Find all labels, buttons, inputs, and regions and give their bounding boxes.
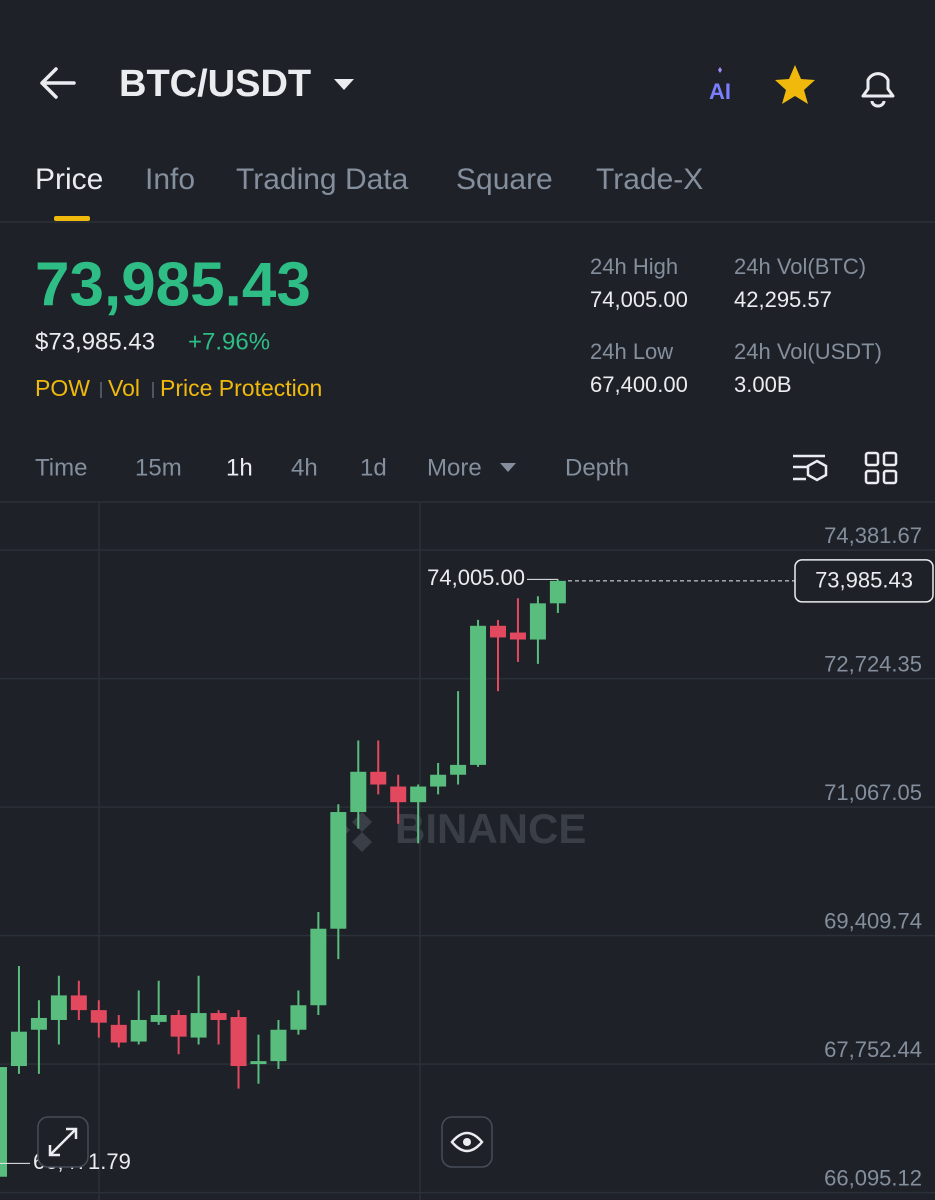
last-price-box bbox=[794, 559, 934, 603]
stat-value: 74,005.00 bbox=[590, 287, 688, 312]
candle-body bbox=[270, 1029, 287, 1062]
candle-body bbox=[150, 1015, 167, 1022]
tab[interactable]: Square bbox=[456, 163, 553, 196]
candle-body bbox=[430, 774, 447, 787]
timeframe[interactable]: 1h bbox=[226, 454, 253, 481]
layout-icon[interactable] bbox=[864, 451, 898, 485]
ai-sparkle bbox=[718, 67, 722, 73]
high-marker-label: 74,005.00 bbox=[427, 565, 525, 590]
chart-settings-icon[interactable] bbox=[793, 454, 828, 482]
stat-label: 24h Vol(BTC) bbox=[734, 254, 866, 279]
eye-icon bbox=[450, 1131, 484, 1153]
timeframe-row: Time 15m 1h 4h 1d More Depth bbox=[35, 454, 629, 481]
candle-body bbox=[130, 1019, 147, 1042]
candle-body bbox=[110, 1024, 127, 1043]
eye-pupil bbox=[463, 1138, 471, 1146]
tab[interactable]: Info bbox=[145, 163, 195, 196]
y-tick-label: 67,752.44 bbox=[824, 1037, 922, 1062]
alert-bell[interactable] bbox=[861, 72, 895, 108]
tab[interactable]: Trading Data bbox=[236, 163, 409, 196]
stat-value: 42,295.57 bbox=[734, 287, 832, 312]
candle-body bbox=[170, 1015, 187, 1037]
watermark: BINANCE bbox=[334, 805, 586, 852]
y-tick-label: 69,409.74 bbox=[824, 908, 922, 933]
timeframe[interactable]: Depth bbox=[565, 454, 629, 481]
price-change: +7.96% bbox=[188, 328, 270, 355]
back-button[interactable] bbox=[40, 67, 76, 99]
tab[interactable]: Trade-X bbox=[596, 163, 703, 196]
candle-body bbox=[90, 1010, 107, 1023]
candle-body bbox=[190, 1013, 207, 1038]
candle-body bbox=[30, 1017, 47, 1030]
candle-body bbox=[210, 1013, 227, 1020]
last-price-label: 73,985.43 bbox=[815, 568, 913, 593]
candle-body bbox=[350, 771, 367, 813]
candle-body bbox=[450, 764, 467, 775]
timeframe[interactable]: Time bbox=[35, 454, 87, 481]
tab[interactable]: Price bbox=[35, 163, 103, 196]
pair-title[interactable]: BTC/USDT bbox=[119, 63, 311, 105]
candle-body bbox=[10, 1031, 27, 1067]
timeframe[interactable]: More bbox=[427, 454, 482, 481]
y-tick-label: 74,381.67 bbox=[824, 523, 922, 548]
timeframe[interactable]: 15m bbox=[135, 454, 182, 481]
candle-body bbox=[0, 1067, 7, 1177]
watermark-text: BINANCE bbox=[395, 805, 586, 852]
tag-row: POW Vol Price Protection bbox=[35, 375, 322, 401]
fullscreen-icon bbox=[48, 1127, 78, 1157]
stat-label: 24h Vol(USDT) bbox=[734, 339, 882, 364]
candle-body bbox=[410, 786, 427, 803]
y-tick-label: 71,067.05 bbox=[824, 780, 922, 805]
ai-button[interactable]: AI bbox=[709, 79, 731, 104]
candle-body bbox=[470, 625, 487, 765]
last-price: 73,985.43 bbox=[35, 250, 311, 319]
stat-label: 24h High bbox=[590, 254, 678, 279]
candle-body bbox=[250, 1061, 267, 1065]
favorite-star[interactable] bbox=[775, 65, 815, 104]
tag[interactable]: Vol bbox=[108, 375, 140, 401]
tag[interactable]: Price Protection bbox=[160, 375, 322, 401]
candle-body bbox=[310, 928, 327, 1006]
candle-body bbox=[50, 995, 67, 1020]
candle-body bbox=[529, 603, 546, 640]
y-tick-label: 66,095.12 bbox=[824, 1165, 922, 1190]
candle-body bbox=[230, 1017, 247, 1067]
candle-body bbox=[290, 1005, 307, 1030]
stat-value: 67,400.00 bbox=[590, 372, 688, 397]
pair-dropdown[interactable] bbox=[334, 79, 354, 90]
candle-body bbox=[370, 771, 387, 785]
candlestick-chart: 74,381.67 72,724.35 71,067.05 69,409.74 67,7… bbox=[0, 523, 935, 1194]
usd-price: $73,985.43 bbox=[35, 328, 155, 355]
timeframe[interactable]: 1d bbox=[360, 454, 387, 481]
y-tick-label: 72,724.35 bbox=[824, 651, 922, 676]
stat-value: 3.00B bbox=[734, 372, 792, 397]
candle-body bbox=[549, 580, 566, 604]
candle-body bbox=[330, 812, 347, 929]
candle-body bbox=[70, 995, 87, 1011]
timeframe[interactable]: 4h bbox=[291, 454, 318, 481]
tag[interactable]: POW bbox=[35, 375, 90, 401]
candle-body bbox=[390, 786, 407, 803]
stat-label: 24h Low bbox=[590, 339, 673, 364]
candle-body bbox=[490, 625, 506, 638]
tab-indicator bbox=[54, 216, 90, 221]
more-dropdown[interactable] bbox=[500, 463, 516, 472]
candle-body bbox=[509, 632, 526, 640]
stats: 24h High 74,005.00 24h Vol(BTC) 42,295.57 24… bbox=[590, 254, 882, 397]
